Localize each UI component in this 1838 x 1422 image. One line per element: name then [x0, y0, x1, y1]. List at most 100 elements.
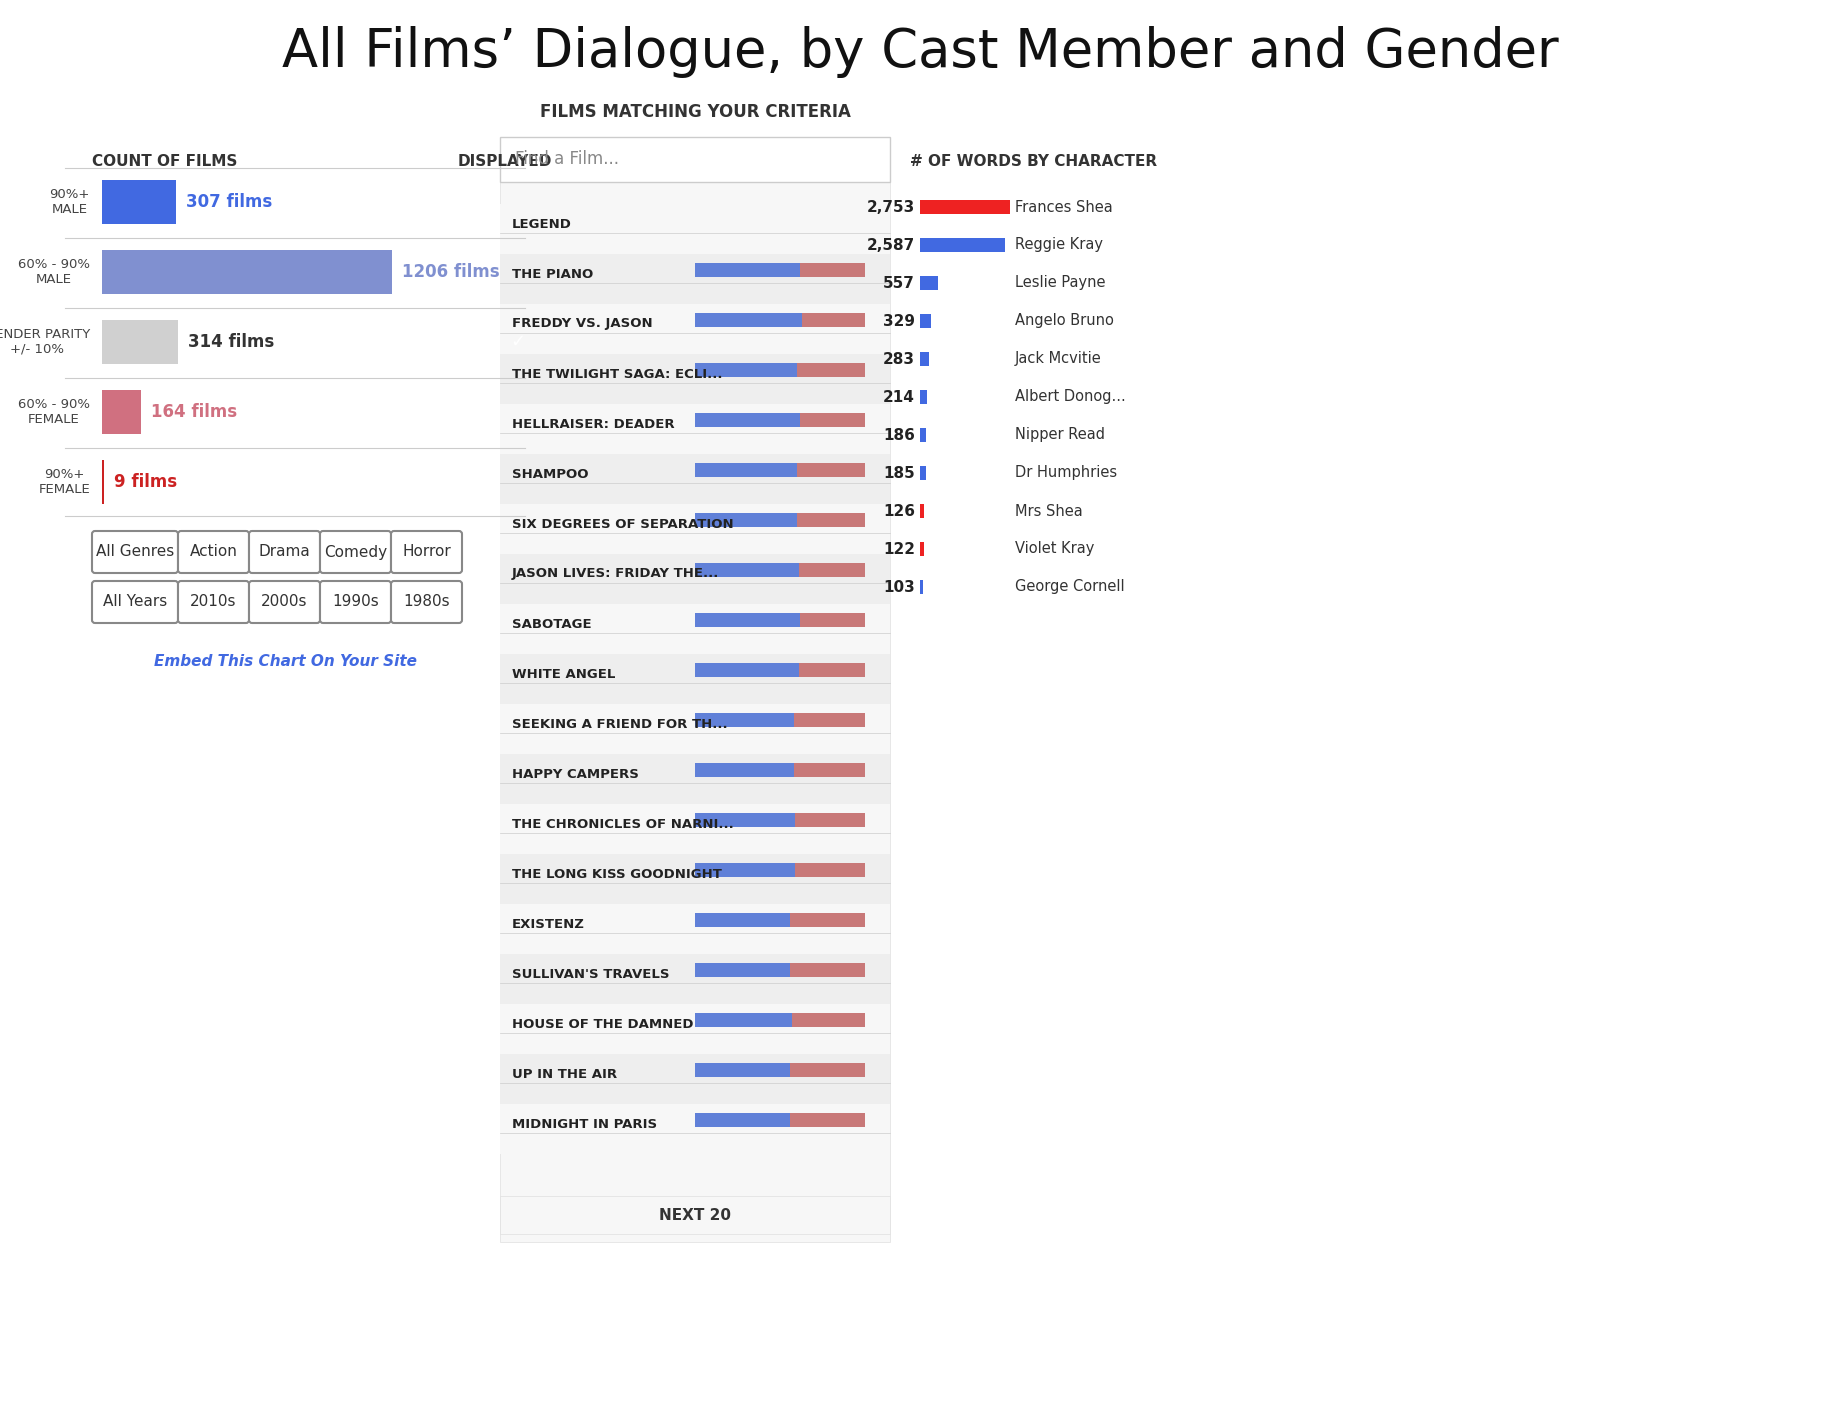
Text: THE CHRONICLES OF NARNI...: THE CHRONICLES OF NARNI...: [513, 818, 733, 830]
Text: WHITE ANGEL: WHITE ANGEL: [513, 667, 616, 681]
Text: 164 films: 164 films: [151, 402, 237, 421]
Text: SHAMPOO: SHAMPOO: [513, 468, 588, 481]
FancyBboxPatch shape: [695, 813, 796, 828]
Text: 283: 283: [882, 351, 915, 367]
Text: 60% - 90%
MALE: 60% - 90% MALE: [18, 257, 90, 286]
FancyBboxPatch shape: [695, 313, 801, 327]
FancyBboxPatch shape: [505, 330, 529, 354]
Text: 329: 329: [882, 313, 915, 328]
FancyBboxPatch shape: [500, 855, 890, 904]
Text: Dr Humphries: Dr Humphries: [1015, 465, 1118, 481]
Text: SIX DEGREES OF SEPARATION: SIX DEGREES OF SEPARATION: [513, 518, 733, 530]
FancyBboxPatch shape: [178, 530, 248, 573]
FancyBboxPatch shape: [796, 863, 866, 877]
FancyBboxPatch shape: [695, 913, 790, 927]
FancyBboxPatch shape: [695, 663, 800, 677]
FancyBboxPatch shape: [500, 404, 890, 454]
FancyBboxPatch shape: [500, 654, 890, 704]
FancyBboxPatch shape: [500, 255, 890, 304]
FancyBboxPatch shape: [391, 582, 461, 623]
FancyBboxPatch shape: [320, 582, 391, 623]
Text: # OF WORDS BY CHARACTER: # OF WORDS BY CHARACTER: [910, 155, 1158, 169]
Text: 103: 103: [884, 580, 915, 594]
FancyBboxPatch shape: [505, 471, 529, 493]
FancyBboxPatch shape: [695, 363, 798, 377]
Text: HELLRAISER: DEADER: HELLRAISER: DEADER: [513, 418, 675, 431]
FancyBboxPatch shape: [695, 513, 798, 528]
Text: Mrs Shea: Mrs Shea: [1015, 503, 1083, 519]
Text: 557: 557: [882, 276, 915, 290]
FancyBboxPatch shape: [695, 1012, 792, 1027]
FancyBboxPatch shape: [798, 464, 866, 476]
Text: Angelo Bruno: Angelo Bruno: [1015, 313, 1114, 328]
FancyBboxPatch shape: [500, 604, 890, 654]
Text: 122: 122: [882, 542, 915, 556]
Text: SULLIVAN'S TRAVELS: SULLIVAN'S TRAVELS: [513, 967, 669, 981]
Text: UP IN THE AIR: UP IN THE AIR: [513, 1068, 618, 1081]
FancyBboxPatch shape: [500, 203, 890, 255]
FancyBboxPatch shape: [101, 181, 176, 225]
FancyBboxPatch shape: [921, 503, 925, 518]
FancyBboxPatch shape: [500, 1004, 890, 1054]
FancyBboxPatch shape: [391, 530, 461, 573]
Text: 186: 186: [882, 428, 915, 442]
Text: Action: Action: [189, 545, 237, 559]
FancyBboxPatch shape: [505, 260, 529, 284]
Text: Find a Film...: Find a Film...: [515, 149, 619, 168]
Text: 126: 126: [882, 503, 915, 519]
Text: COUNT OF FILMS: COUNT OF FILMS: [92, 155, 237, 169]
Text: 1980s: 1980s: [403, 594, 450, 610]
FancyBboxPatch shape: [320, 530, 391, 573]
Text: Nipper Read: Nipper Read: [1015, 428, 1105, 442]
Text: Violet Kray: Violet Kray: [1015, 542, 1094, 556]
FancyBboxPatch shape: [92, 582, 178, 623]
Text: Frances Shea: Frances Shea: [1015, 199, 1112, 215]
FancyBboxPatch shape: [921, 542, 925, 556]
Text: JASON LIVES: FRIDAY THE...: JASON LIVES: FRIDAY THE...: [513, 567, 719, 580]
FancyBboxPatch shape: [796, 813, 866, 828]
FancyBboxPatch shape: [500, 555, 890, 604]
FancyBboxPatch shape: [695, 863, 796, 877]
FancyBboxPatch shape: [921, 276, 937, 290]
Text: LEGEND: LEGEND: [513, 218, 572, 230]
Text: 185: 185: [884, 465, 915, 481]
FancyBboxPatch shape: [695, 764, 794, 776]
Text: EXISTENZ: EXISTENZ: [513, 917, 584, 930]
FancyBboxPatch shape: [505, 400, 529, 424]
Text: Comedy: Comedy: [323, 545, 388, 559]
FancyBboxPatch shape: [800, 613, 866, 627]
FancyBboxPatch shape: [101, 459, 105, 503]
FancyBboxPatch shape: [798, 363, 866, 377]
FancyBboxPatch shape: [800, 263, 866, 277]
Text: Embed This Chart On Your Site: Embed This Chart On Your Site: [154, 654, 417, 670]
Text: GENDER PARITY
+/- 10%: GENDER PARITY +/- 10%: [0, 328, 90, 356]
FancyBboxPatch shape: [500, 152, 890, 1241]
FancyBboxPatch shape: [92, 530, 178, 573]
Text: SABOTAGE: SABOTAGE: [513, 617, 592, 630]
Text: 2,587: 2,587: [868, 237, 915, 253]
Text: HAPPY CAMPERS: HAPPY CAMPERS: [513, 768, 640, 781]
FancyBboxPatch shape: [178, 582, 248, 623]
FancyBboxPatch shape: [695, 963, 790, 977]
FancyBboxPatch shape: [505, 191, 529, 213]
FancyBboxPatch shape: [921, 466, 926, 481]
FancyBboxPatch shape: [500, 304, 890, 354]
FancyBboxPatch shape: [248, 582, 320, 623]
Text: 1990s: 1990s: [333, 594, 379, 610]
FancyBboxPatch shape: [695, 563, 800, 577]
Text: MIDNIGHT IN PARIS: MIDNIGHT IN PARIS: [513, 1118, 658, 1130]
Text: 2,753: 2,753: [868, 199, 915, 215]
Text: Albert Donog...: Albert Donog...: [1015, 390, 1125, 404]
Text: 1206 films: 1206 films: [403, 263, 500, 282]
Text: FILMS MATCHING YOUR CRITERIA: FILMS MATCHING YOUR CRITERIA: [540, 102, 851, 121]
FancyBboxPatch shape: [695, 464, 798, 476]
FancyBboxPatch shape: [792, 1012, 866, 1027]
FancyBboxPatch shape: [790, 1113, 866, 1128]
Text: THE LONG KISS GOODNIGHT: THE LONG KISS GOODNIGHT: [513, 867, 722, 880]
Text: FREDDY VS. JASON: FREDDY VS. JASON: [513, 317, 652, 330]
Text: All Films’ Dialogue, by Cast Member and Gender: All Films’ Dialogue, by Cast Member and …: [281, 26, 1559, 78]
FancyBboxPatch shape: [101, 320, 178, 364]
Text: SEEKING A FRIEND FOR TH...: SEEKING A FRIEND FOR TH...: [513, 718, 728, 731]
FancyBboxPatch shape: [500, 137, 890, 182]
Text: DISPLAYED: DISPLAYED: [458, 155, 551, 169]
